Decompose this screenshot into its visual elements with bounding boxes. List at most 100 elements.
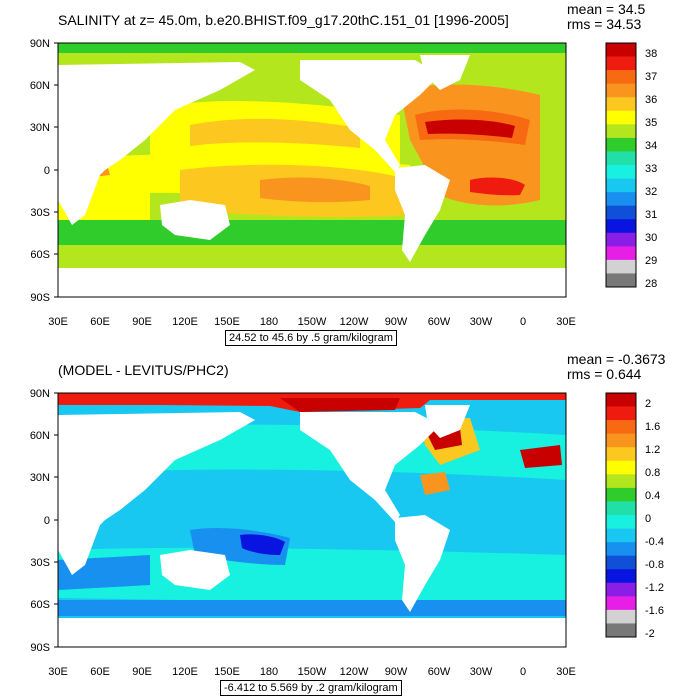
salinity-colorbar	[605, 42, 637, 288]
lat-label: 60N	[30, 430, 50, 442]
mean-label: mean = -0.3673	[567, 351, 666, 367]
salinity-map: 90N 60N 30N 0 30S 60S 90S 30E 60E 90E 12…	[30, 38, 657, 328]
lat-label: 30S	[30, 207, 50, 219]
colorbar-label: 1.6	[645, 421, 660, 433]
colorbar-swatch	[606, 420, 636, 434]
lon-label: 90W	[385, 666, 408, 678]
colorbar-swatch	[606, 501, 636, 516]
lon-label: 150W	[298, 666, 327, 678]
rms-label: rms = 0.644	[567, 366, 642, 382]
colorbar-swatch	[606, 515, 636, 529]
colorbar-label: 29	[645, 255, 657, 267]
lon-label: 150E	[214, 666, 240, 678]
colorbar-swatch	[606, 487, 636, 502]
mean-label: mean = 34.5	[567, 1, 646, 17]
colorbar-labels: 38 37 36 35 34 33 32 31 30 29 28	[645, 48, 657, 290]
colorbar-swatch	[606, 232, 636, 247]
lat-label: 90S	[30, 642, 50, 654]
colorbar-swatch	[606, 56, 636, 71]
lon-label: 30W	[470, 666, 493, 678]
lat-label: 90N	[30, 38, 50, 50]
colorbar-swatch	[606, 542, 636, 556]
colorbar-label: 28	[645, 278, 657, 290]
lon-label: 30W	[470, 316, 493, 328]
lon-label: 120W	[340, 316, 369, 328]
colorbar-frame	[605, 42, 637, 288]
lon-label: 0	[520, 666, 526, 678]
lat-axis-labels: 90N 60N 30N 0 30S 60S 90S	[30, 38, 50, 304]
colorbar-swatch	[606, 165, 636, 179]
colorbar-label: -0.4	[645, 536, 664, 548]
colorbar-swatch	[606, 555, 636, 570]
difference-map: 90N 60N 30N 0 30S 60S 90S 30E 60E 90E 12…	[30, 388, 664, 678]
lon-label: 150E	[214, 316, 240, 328]
colorbar-label: 31	[645, 209, 657, 221]
colorbar-swatch	[606, 110, 636, 125]
colorbar-swatch	[606, 219, 636, 234]
lat-label: 30S	[30, 557, 50, 569]
lon-axis-labels: 30E 60E 90E 120E 150E 180 150W 120W 90W …	[48, 316, 576, 328]
lat-label: 0	[44, 515, 50, 527]
colorbar-label: 0	[645, 513, 651, 525]
colorbar-swatch	[606, 406, 636, 421]
colorbar-frame	[605, 392, 637, 638]
colorbar-label: 37	[645, 71, 657, 83]
colorbar-label: 35	[645, 117, 657, 129]
lat-label: 90S	[30, 292, 50, 304]
colorbar-swatch	[606, 433, 636, 448]
lon-label: 90E	[132, 316, 152, 328]
lat-label: 90N	[30, 388, 50, 400]
colorbar-swatch	[606, 151, 636, 166]
colorbar-swatch	[606, 460, 636, 475]
lon-label: 180	[260, 316, 278, 328]
lon-label: 120E	[172, 666, 198, 678]
lon-label: 120W	[340, 666, 369, 678]
lon-label: 60W	[428, 666, 451, 678]
colorbar-labels: 2 1.6 1.2 0.8 0.4 0 -0.4 -0.8 -1.2 -1.6 …	[645, 398, 664, 640]
colorbar-swatch	[606, 70, 636, 84]
colorbar-label: 2	[645, 398, 651, 410]
contour-range-box: 24.52 to 45.6 by .5 gram/kilogram	[225, 330, 397, 346]
colorbar-swatch	[606, 97, 636, 112]
lat-axis-labels: 90N 60N 30N 0 30S 60S 90S	[30, 388, 50, 654]
colorbar-swatch	[606, 43, 636, 57]
lon-label: 30E	[556, 666, 576, 678]
difference-colorbar	[605, 392, 637, 638]
lon-label: 60E	[90, 316, 110, 328]
colorbar-swatch	[606, 474, 636, 489]
colorbar-swatch	[606, 582, 636, 597]
colorbar-label: 36	[645, 94, 657, 106]
colorbar-swatch	[606, 259, 636, 274]
lat-label: 60S	[30, 599, 50, 611]
lon-label: 30E	[556, 316, 576, 328]
lat-label: 30N	[30, 122, 50, 134]
lon-axis-labels: 30E 60E 90E 120E 150E 180 150W 120W 90W …	[48, 666, 576, 678]
colorbar-swatch	[606, 178, 636, 193]
colorbar-swatch	[606, 273, 636, 288]
lon-label: 30E	[48, 316, 68, 328]
difference-panel: 90N 60N 30N 0 30S 60S 90S 30E 60E 90E 12…	[0, 350, 700, 700]
colorbar-swatch	[606, 596, 636, 611]
colorbar-swatch	[606, 205, 636, 220]
colorbar-label: -1.2	[645, 582, 664, 594]
lon-label: 30E	[48, 666, 68, 678]
salinity-panel: 90N 60N 30N 0 30S 60S 90S 30E 60E 90E 12…	[30, 1, 657, 346]
colorbar-label: 33	[645, 163, 657, 175]
colorbar-label: 30	[645, 232, 657, 244]
lat-label: 0	[44, 165, 50, 177]
lon-label: 0	[520, 316, 526, 328]
colorbar-swatch	[606, 246, 636, 261]
colorbar-label: 32	[645, 186, 657, 198]
colorbar-label: -0.8	[645, 559, 664, 571]
lat-label: 30N	[30, 472, 50, 484]
lon-label: 150W	[298, 316, 327, 328]
rms-label: rms = 34.53	[567, 16, 642, 32]
colorbar-swatch	[606, 137, 636, 152]
colorbar-label: 0.4	[645, 490, 660, 502]
colorbar-label: 1.2	[645, 444, 660, 456]
lon-label: 60W	[428, 316, 451, 328]
colorbar-label: 34	[645, 140, 657, 152]
lon-label: 90W	[385, 316, 408, 328]
colorbar-label: -2	[645, 628, 655, 640]
panel-title: (MODEL - LEVITUS/PHC2)	[58, 362, 229, 378]
